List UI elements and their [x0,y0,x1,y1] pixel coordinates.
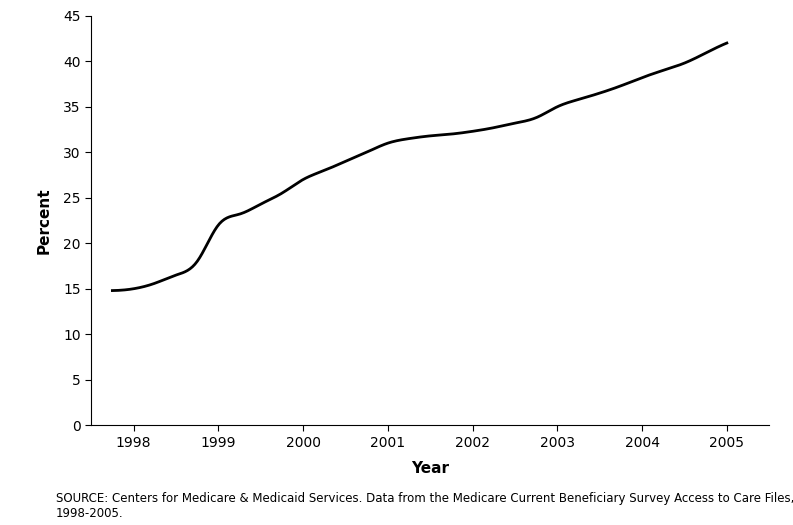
Y-axis label: Percent: Percent [37,187,52,254]
Text: SOURCE: Centers for Medicare & Medicaid Services. Data from the Medicare Current: SOURCE: Centers for Medicare & Medicaid … [56,492,793,520]
X-axis label: Year: Year [412,461,449,476]
